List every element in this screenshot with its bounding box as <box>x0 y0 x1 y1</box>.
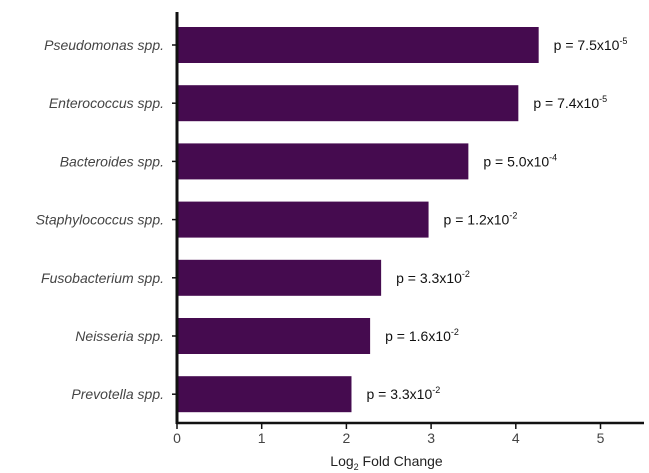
category-label: Prevotella spp. <box>71 386 164 402</box>
bar <box>177 201 429 238</box>
x-axis-title-main: Log <box>330 453 353 469</box>
p-value-label: p = 7.5x10-5 <box>554 36 628 53</box>
bar <box>177 376 352 413</box>
bar <box>177 143 469 180</box>
category-labels: Pseudomonas spp. Enterococcus spp. Bactero… <box>36 37 164 402</box>
x-axis-ticks: 0 1 2 3 4 5 <box>173 423 605 446</box>
bars-group <box>177 27 539 413</box>
x-tick-label: 4 <box>512 430 520 446</box>
x-tick-label: 2 <box>343 430 351 446</box>
p-value-label: p = 1.6x10-2 <box>385 327 459 344</box>
category-label: Staphylococcus spp. <box>36 212 164 228</box>
bar <box>177 27 539 63</box>
p-value-label: p = 1.2x10-2 <box>444 211 518 228</box>
category-label: Bacteroides spp. <box>60 153 164 169</box>
x-tick-label: 0 <box>173 430 181 446</box>
p-value-label: p = 7.4x10-5 <box>533 94 607 111</box>
category-label: Pseudomonas spp. <box>44 37 164 53</box>
p-value-label: p = 5.0x10-4 <box>483 152 557 169</box>
category-label: Neisseria spp. <box>75 328 164 344</box>
x-axis-title: Log2 Fold Change <box>330 453 443 472</box>
bar <box>177 259 382 296</box>
p-value-label: p = 3.3x10-2 <box>396 269 470 286</box>
bar <box>177 318 371 354</box>
category-label: Fusobacterium spp. <box>41 270 164 286</box>
bar <box>177 85 519 122</box>
p-value-label: p = 3.3x10-2 <box>366 385 440 402</box>
category-label: Enterococcus spp. <box>49 95 164 111</box>
y-axis-ticks <box>172 44 177 395</box>
x-tick-label: 5 <box>597 430 605 446</box>
p-value-labels: p = 7.5x10-5 p = 7.4x10-5 p = 5.0x10-4 p = … <box>366 36 627 402</box>
x-axis-title-subscript: 2 <box>354 462 359 472</box>
x-tick-label: 3 <box>427 430 435 446</box>
x-tick-label: 1 <box>258 430 266 446</box>
x-axis-title-rest: Fold Change <box>359 453 443 469</box>
